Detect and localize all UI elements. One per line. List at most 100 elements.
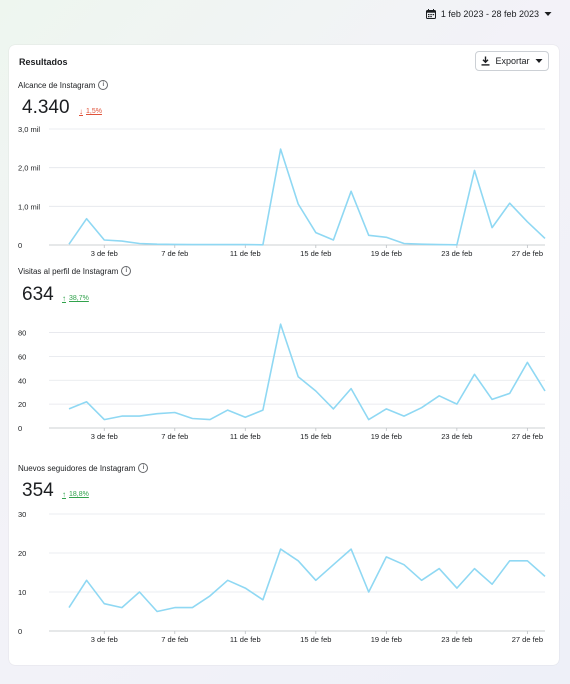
data-point[interactable]: [188, 604, 196, 612]
data-point[interactable]: [153, 240, 161, 248]
data-point[interactable]: [541, 387, 549, 395]
data-point[interactable]: [506, 389, 514, 397]
data-point[interactable]: [153, 608, 161, 616]
data-point[interactable]: [312, 229, 320, 237]
data-point[interactable]: [224, 406, 232, 414]
data-point[interactable]: [523, 358, 531, 366]
y-tick-label: 2,0 mil: [18, 164, 40, 173]
calendar-icon: [425, 9, 436, 19]
data-point[interactable]: [329, 561, 337, 569]
data-point[interactable]: [259, 596, 267, 604]
data-point[interactable]: [329, 236, 337, 244]
data-point[interactable]: [153, 410, 161, 418]
y-tick-label: 30: [18, 510, 26, 519]
data-point[interactable]: [277, 545, 285, 553]
data-point[interactable]: [83, 576, 91, 584]
data-point[interactable]: [418, 404, 426, 412]
data-point[interactable]: [365, 416, 373, 424]
data-point[interactable]: [65, 405, 73, 413]
y-tick-label: 1,0 mil: [18, 202, 40, 211]
info-icon[interactable]: i: [138, 463, 149, 473]
data-point[interactable]: [329, 405, 337, 413]
data-point[interactable]: [400, 412, 408, 420]
data-point[interactable]: [541, 234, 549, 242]
data-point[interactable]: [418, 576, 426, 584]
metric-delta-text[interactable]: 18,8%: [69, 491, 89, 498]
data-point[interactable]: [347, 545, 355, 553]
data-point[interactable]: [118, 237, 126, 245]
data-point[interactable]: [453, 584, 461, 592]
data-point[interactable]: [382, 405, 390, 413]
data-point[interactable]: [488, 395, 496, 403]
data-point[interactable]: [171, 408, 179, 416]
data-point[interactable]: [347, 187, 355, 195]
data-point[interactable]: [136, 588, 144, 596]
data-point[interactable]: [118, 604, 126, 612]
data-point[interactable]: [435, 565, 443, 573]
data-point[interactable]: [206, 416, 214, 424]
data-point[interactable]: [365, 588, 373, 596]
data-point[interactable]: [312, 576, 320, 584]
data-point[interactable]: [506, 557, 514, 565]
data-point[interactable]: [294, 200, 302, 208]
data-point[interactable]: [241, 241, 249, 249]
date-range-selector[interactable]: 1 feb 2023 - 28 feb 2023: [425, 6, 552, 22]
metric-delta-text[interactable]: 38,7%: [69, 295, 89, 302]
data-point[interactable]: [100, 416, 108, 424]
data-point[interactable]: [83, 215, 91, 223]
data-point[interactable]: [277, 320, 285, 328]
data-point[interactable]: [488, 224, 496, 232]
data-point[interactable]: [100, 600, 108, 608]
data-point[interactable]: [523, 218, 531, 226]
data-point[interactable]: [83, 398, 91, 406]
data-point[interactable]: [171, 604, 179, 612]
export-button[interactable]: Exportar: [475, 51, 549, 71]
data-point[interactable]: [523, 557, 531, 565]
data-point[interactable]: [418, 240, 426, 248]
data-point[interactable]: [100, 236, 108, 244]
data-point[interactable]: [294, 557, 302, 565]
data-point[interactable]: [259, 241, 267, 249]
arrow-up-icon: ↑: [62, 294, 66, 303]
x-tick-label: 27 de feb: [512, 432, 543, 441]
data-point[interactable]: [206, 592, 214, 600]
data-point[interactable]: [171, 240, 179, 248]
data-point[interactable]: [224, 241, 232, 249]
data-point[interactable]: [453, 241, 461, 249]
data-point[interactable]: [347, 385, 355, 393]
data-point[interactable]: [65, 240, 73, 248]
data-point[interactable]: [206, 241, 214, 249]
info-icon[interactable]: i: [98, 80, 109, 90]
data-point[interactable]: [118, 412, 126, 420]
data-point[interactable]: [259, 406, 267, 414]
metric-label-profile-visits: Visitas al perfil de Instagram i: [18, 266, 132, 276]
data-point[interactable]: [470, 370, 478, 378]
data-point[interactable]: [382, 553, 390, 561]
metric-delta-text[interactable]: 1,5%: [86, 108, 102, 115]
data-point[interactable]: [400, 561, 408, 569]
data-point[interactable]: [400, 239, 408, 247]
data-point[interactable]: [294, 373, 302, 381]
data-point[interactable]: [136, 239, 144, 247]
y-tick-label: 60: [18, 352, 26, 361]
data-point[interactable]: [241, 413, 249, 421]
data-point[interactable]: [277, 145, 285, 153]
data-point[interactable]: [224, 576, 232, 584]
data-point[interactable]: [382, 233, 390, 241]
data-point[interactable]: [188, 414, 196, 422]
data-point[interactable]: [435, 392, 443, 400]
data-point[interactable]: [188, 241, 196, 249]
data-point[interactable]: [506, 199, 514, 207]
data-point[interactable]: [488, 580, 496, 588]
data-point[interactable]: [241, 584, 249, 592]
info-icon[interactable]: i: [121, 266, 132, 276]
data-point[interactable]: [136, 412, 144, 420]
data-point[interactable]: [65, 604, 73, 612]
data-point[interactable]: [470, 565, 478, 573]
data-point[interactable]: [312, 387, 320, 395]
data-point[interactable]: [435, 241, 443, 249]
data-point[interactable]: [541, 572, 549, 580]
data-point[interactable]: [365, 231, 373, 239]
data-point[interactable]: [470, 166, 478, 174]
data-point[interactable]: [453, 400, 461, 408]
